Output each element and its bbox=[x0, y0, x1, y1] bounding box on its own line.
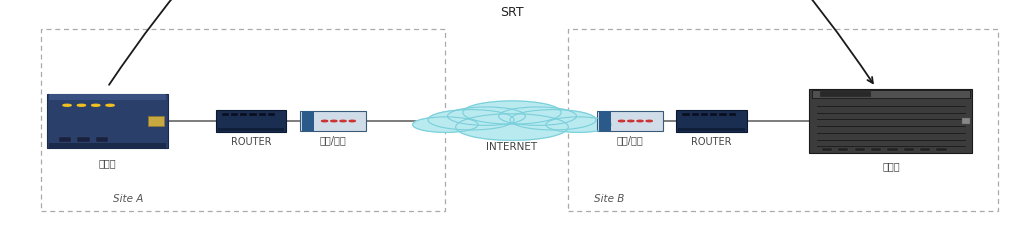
Circle shape bbox=[463, 101, 561, 124]
Circle shape bbox=[62, 104, 71, 106]
FancyBboxPatch shape bbox=[920, 148, 930, 151]
Circle shape bbox=[349, 120, 355, 122]
Text: Site A: Site A bbox=[113, 195, 143, 204]
Circle shape bbox=[510, 110, 596, 130]
FancyBboxPatch shape bbox=[46, 94, 168, 148]
FancyBboxPatch shape bbox=[903, 148, 913, 151]
Circle shape bbox=[340, 120, 346, 122]
Circle shape bbox=[77, 104, 85, 106]
FancyBboxPatch shape bbox=[711, 113, 717, 116]
FancyBboxPatch shape bbox=[811, 90, 971, 98]
Circle shape bbox=[91, 104, 99, 106]
Circle shape bbox=[546, 117, 611, 132]
FancyBboxPatch shape bbox=[838, 148, 848, 151]
FancyBboxPatch shape bbox=[217, 128, 284, 131]
FancyBboxPatch shape bbox=[215, 110, 286, 132]
FancyBboxPatch shape bbox=[678, 128, 745, 131]
FancyBboxPatch shape bbox=[250, 113, 256, 116]
Circle shape bbox=[646, 120, 652, 122]
Circle shape bbox=[105, 104, 114, 106]
Circle shape bbox=[499, 107, 577, 125]
FancyBboxPatch shape bbox=[692, 113, 698, 116]
FancyBboxPatch shape bbox=[729, 113, 735, 116]
FancyBboxPatch shape bbox=[676, 110, 748, 132]
FancyBboxPatch shape bbox=[809, 89, 973, 153]
FancyBboxPatch shape bbox=[78, 137, 90, 142]
FancyBboxPatch shape bbox=[719, 113, 727, 116]
FancyBboxPatch shape bbox=[682, 113, 690, 116]
FancyBboxPatch shape bbox=[599, 111, 611, 131]
FancyBboxPatch shape bbox=[870, 148, 881, 151]
FancyBboxPatch shape bbox=[240, 113, 248, 116]
Circle shape bbox=[637, 120, 643, 122]
FancyBboxPatch shape bbox=[302, 111, 314, 131]
FancyBboxPatch shape bbox=[887, 148, 897, 151]
FancyBboxPatch shape bbox=[963, 118, 971, 124]
FancyBboxPatch shape bbox=[231, 113, 238, 116]
Circle shape bbox=[322, 120, 328, 122]
FancyBboxPatch shape bbox=[819, 91, 870, 97]
Text: ROUTER: ROUTER bbox=[691, 137, 732, 147]
FancyArrowPatch shape bbox=[110, 0, 872, 85]
Text: SRT: SRT bbox=[500, 6, 524, 19]
FancyBboxPatch shape bbox=[48, 94, 166, 100]
Circle shape bbox=[447, 107, 525, 125]
FancyBboxPatch shape bbox=[148, 116, 165, 126]
Circle shape bbox=[628, 120, 634, 122]
Text: ROUTER: ROUTER bbox=[230, 137, 271, 147]
FancyBboxPatch shape bbox=[936, 148, 946, 151]
Text: 编码器: 编码器 bbox=[98, 159, 117, 168]
Text: INTERNET: INTERNET bbox=[486, 142, 538, 151]
FancyBboxPatch shape bbox=[300, 111, 366, 131]
FancyBboxPatch shape bbox=[821, 148, 831, 151]
FancyBboxPatch shape bbox=[597, 111, 663, 131]
Text: Site B: Site B bbox=[594, 195, 625, 204]
FancyBboxPatch shape bbox=[58, 137, 71, 142]
Text: 解码器: 解码器 bbox=[882, 161, 900, 171]
Circle shape bbox=[331, 120, 337, 122]
Text: 宽带/光猫: 宽带/光猫 bbox=[616, 135, 643, 145]
Circle shape bbox=[618, 120, 625, 122]
FancyBboxPatch shape bbox=[258, 113, 266, 116]
FancyBboxPatch shape bbox=[221, 113, 229, 116]
Circle shape bbox=[428, 110, 514, 130]
Text: 宽带/光猫: 宽带/光猫 bbox=[319, 135, 346, 145]
FancyBboxPatch shape bbox=[854, 148, 864, 151]
FancyBboxPatch shape bbox=[96, 137, 109, 142]
Circle shape bbox=[456, 114, 568, 140]
Circle shape bbox=[413, 117, 478, 132]
FancyBboxPatch shape bbox=[700, 113, 709, 116]
FancyBboxPatch shape bbox=[268, 113, 274, 116]
FancyBboxPatch shape bbox=[48, 143, 166, 148]
